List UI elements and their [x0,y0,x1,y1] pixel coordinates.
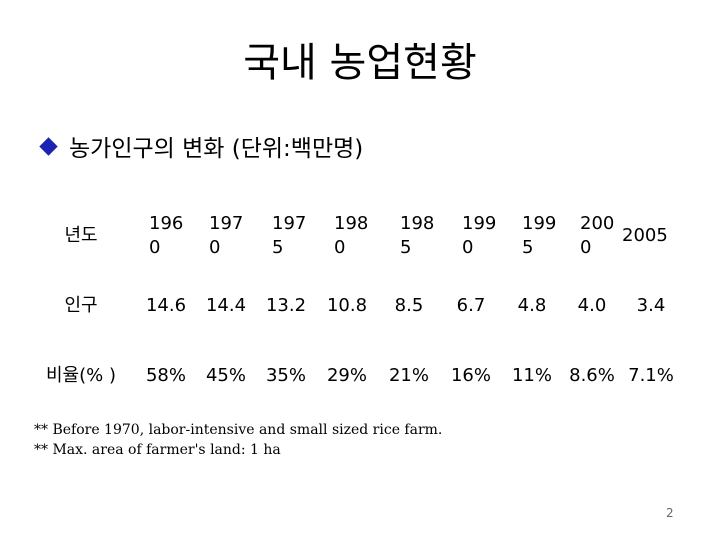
section-heading-text: 농가인구의 변화 (단위:백만명) [69,136,364,162]
table-cell: 196 0 [149,213,184,258]
table-row-population: 인구 14.6 14.4 13.2 10.8 8.5 6.7 4.8 4.0 3… [26,271,680,341]
table-cell: 8.5 [394,295,424,316]
row-header: 비율(% ) [46,365,116,386]
row-header: 인구 [64,295,98,316]
table-cell: 4.8 [517,295,547,316]
footnote: ** Max. area of farmer's land: 1 ha [34,442,281,458]
table-cell: 198 5 [400,213,435,258]
diamond-bullet-icon [39,137,58,156]
slide-title: 국내 농업현황 [243,40,477,86]
farm-population-table: 년도 196 0 197 0 197 5 198 0 198 5 199 0 1… [26,201,680,411]
table-row-year: 년도 196 0 197 0 197 5 198 0 198 5 199 0 1… [26,201,680,271]
table-cell: 199 0 [462,213,497,258]
footnote: ** Before 1970, labor-intensive and smal… [34,422,443,438]
table-cell: 4.0 [577,295,607,316]
table-cell: 2005 [622,225,668,246]
table-cell: 200 0 [580,213,615,258]
table-cell: 197 0 [209,213,244,258]
table-cell: 58% [145,365,186,386]
row-header: 년도 [64,225,98,246]
table-cell: 11% [511,365,552,386]
page-number: 2 [666,506,674,520]
table-cell: 6.7 [456,295,486,316]
table-cell: 8.6% [569,365,615,386]
footnotes: ** Before 1970, labor-intensive and smal… [34,420,442,460]
table-cell: 3.4 [636,295,666,316]
table-cell: 45% [205,365,246,386]
section-heading: 농가인구의 변화 (단위:백만명) [39,133,364,165]
table-cell: 29% [326,365,367,386]
table-cell: 199 5 [522,213,557,258]
table-cell: 35% [265,365,306,386]
table-cell: 198 0 [334,213,369,258]
table-cell: 14.4 [205,295,247,316]
table-cell: 197 5 [272,213,307,258]
table-cell: 21% [388,365,429,386]
table-row-ratio: 비율(% ) 58% 45% 35% 29% 21% 16% 11% 8.6% … [26,341,680,411]
table-cell: 13.2 [265,295,307,316]
table-cell: 7.1% [628,365,674,386]
table-cell: 14.6 [145,295,187,316]
table-cell: 10.8 [326,295,368,316]
table-cell: 16% [450,365,491,386]
